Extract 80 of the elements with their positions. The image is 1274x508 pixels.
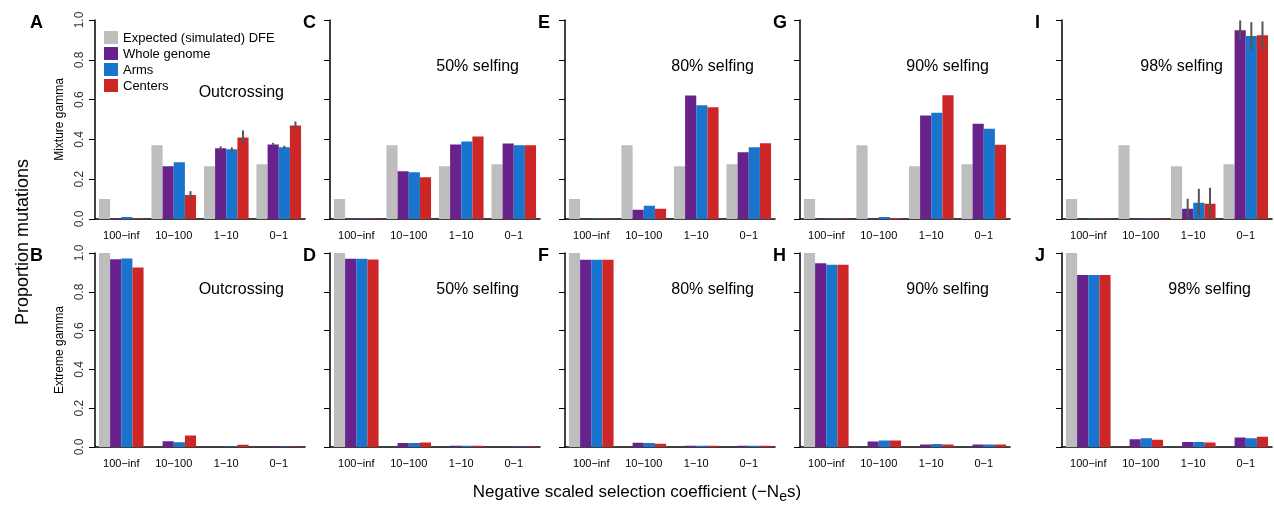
chart-title: J <box>1035 245 1046 265</box>
text: Outcrossing <box>198 82 285 100</box>
x-tick-label: 10−100 <box>155 228 193 241</box>
y-tick-label: 0.0 <box>72 438 86 456</box>
x-tick-label: 1−10 <box>1180 456 1206 469</box>
x-tick-label: 10−100 <box>860 456 898 469</box>
y-tick-label: 0.4 <box>72 130 86 148</box>
legend-label: Whole genome <box>123 46 211 61</box>
y-tick-label: 0.0 <box>72 210 86 228</box>
legend-label: Arms <box>123 62 154 77</box>
chart-title: B <box>30 245 43 265</box>
x-tick-label: 100−inf <box>573 456 611 469</box>
x-tick-label: 1−10 <box>448 228 474 241</box>
chart-title: E <box>538 12 551 32</box>
y-tick-label: 0.8 <box>72 283 86 301</box>
x-tick-label: 10−100 <box>390 228 428 241</box>
x-tick-label: 100−inf <box>573 228 611 241</box>
x-tick-label: 100−inf <box>1070 456 1108 469</box>
legend-label: Expected (simulated) DFE <box>123 30 276 45</box>
text: 90% selfing <box>906 279 989 297</box>
y-axis-title: Mixture gamma <box>52 77 67 161</box>
x-tick-label: 0−1 <box>269 456 289 469</box>
y-tick-label: 1.0 <box>72 244 86 262</box>
y-tick-label: 0.6 <box>72 90 86 108</box>
x-tick-label: 10−100 <box>625 228 663 241</box>
x-tick-label: 10−100 <box>390 456 428 469</box>
x-tick-label: 0−1 <box>974 228 994 241</box>
y-tick-label: 0.2 <box>72 399 86 417</box>
chart-title: I <box>1035 12 1041 32</box>
x-tick-label: 100−inf <box>808 456 846 469</box>
text: 80% selfing <box>671 56 754 74</box>
x-tick-label: 0−1 <box>504 456 524 469</box>
x-tick-label: 0−1 <box>974 456 994 469</box>
chart-title: H <box>773 245 786 265</box>
x-tick-label: 0−1 <box>504 228 524 241</box>
chart-title: D <box>303 245 316 265</box>
x-tick-label: 10−100 <box>625 456 663 469</box>
x-tick-label: 1−10 <box>1180 228 1206 241</box>
y-tick-label: 0.6 <box>72 321 86 339</box>
y-axis-title: Extreme gamma <box>52 305 67 395</box>
x-tick-label: 10−100 <box>860 228 898 241</box>
chart-title: G <box>773 12 788 32</box>
y-tick-label: 0.8 <box>72 51 86 69</box>
x-tick-label: 100−inf <box>338 228 376 241</box>
x-tick-label: 1−10 <box>448 456 474 469</box>
x-tick-label: 0−1 <box>269 228 289 241</box>
x-tick-label: 1−10 <box>683 456 709 469</box>
x-tick-label: 0−1 <box>739 228 759 241</box>
text: 80% selfing <box>671 279 754 297</box>
x-tick-label: 0−1 <box>739 456 759 469</box>
x-tick-label: 1−10 <box>918 228 944 241</box>
text: Negative scaled selection coefficient (−N$_{e}$s) <box>471 482 803 505</box>
x-tick-label: 10−100 <box>155 456 193 469</box>
text: 50% selfing <box>436 279 519 297</box>
x-tick-label: 10−100 <box>1122 456 1160 469</box>
x-tick-label: 1−10 <box>918 456 944 469</box>
x-tick-label: 100−inf <box>103 456 141 469</box>
legend-label: Centers <box>123 78 170 93</box>
chart-title: C <box>303 12 316 32</box>
x-tick-label: 0−1 <box>1236 228 1256 241</box>
x-tick-label: 1−10 <box>213 456 239 469</box>
x-tick-label: 100−inf <box>103 228 141 241</box>
x-tick-label: 1−10 <box>213 228 239 241</box>
x-tick-label: 1−10 <box>683 228 709 241</box>
y-tick-label: 1.0 <box>72 11 86 29</box>
text: 90% selfing <box>906 56 989 74</box>
text: Proportion mutations <box>12 157 32 328</box>
text: Outcrossing <box>198 279 285 297</box>
y-tick-label: 0.2 <box>72 170 86 188</box>
x-tick-label: 100−inf <box>338 456 376 469</box>
text: 98% selfing <box>1168 279 1251 297</box>
x-tick-label: 100−inf <box>808 228 846 241</box>
x-tick-label: 10−100 <box>1122 228 1160 241</box>
x-tick-label: 100−inf <box>1070 228 1108 241</box>
y-tick-label: 0.4 <box>72 360 86 378</box>
text: 98% selfing <box>1140 56 1223 74</box>
x-tick-label: 0−1 <box>1236 456 1256 469</box>
chart-title: A <box>30 12 43 32</box>
text: 50% selfing <box>436 56 519 74</box>
chart-title: F <box>538 245 549 265</box>
